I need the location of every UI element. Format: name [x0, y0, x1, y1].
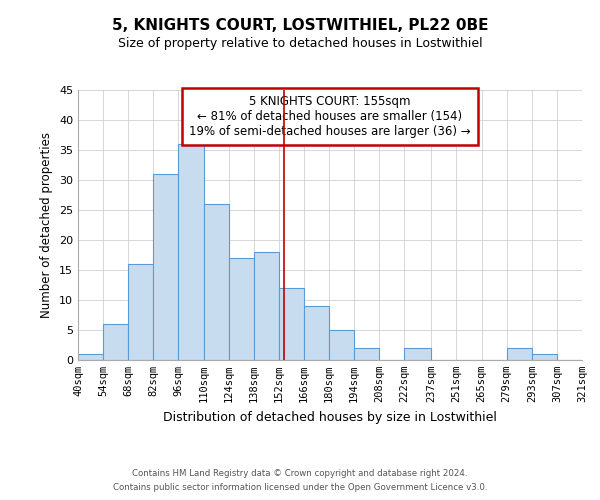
Bar — [203, 204, 229, 360]
Bar — [329, 330, 354, 360]
Y-axis label: Number of detached properties: Number of detached properties — [40, 132, 53, 318]
X-axis label: Distribution of detached houses by size in Lostwithiel: Distribution of detached houses by size … — [163, 410, 497, 424]
Bar — [304, 306, 329, 360]
Bar — [128, 264, 154, 360]
Bar — [279, 288, 304, 360]
Text: 5, KNIGHTS COURT, LOSTWITHIEL, PL22 0BE: 5, KNIGHTS COURT, LOSTWITHIEL, PL22 0BE — [112, 18, 488, 32]
Bar — [229, 258, 254, 360]
Bar — [78, 354, 103, 360]
Bar — [532, 354, 557, 360]
Text: Contains public sector information licensed under the Open Government Licence v3: Contains public sector information licen… — [113, 484, 487, 492]
Bar — [506, 348, 532, 360]
Bar — [103, 324, 128, 360]
Bar — [154, 174, 178, 360]
Text: 5 KNIGHTS COURT: 155sqm
← 81% of detached houses are smaller (154)
19% of semi-d: 5 KNIGHTS COURT: 155sqm ← 81% of detache… — [189, 96, 471, 138]
Bar — [254, 252, 279, 360]
Bar — [404, 348, 431, 360]
Text: Size of property relative to detached houses in Lostwithiel: Size of property relative to detached ho… — [118, 38, 482, 51]
Bar — [178, 144, 203, 360]
Bar — [354, 348, 379, 360]
Text: Contains HM Land Registry data © Crown copyright and database right 2024.: Contains HM Land Registry data © Crown c… — [132, 468, 468, 477]
